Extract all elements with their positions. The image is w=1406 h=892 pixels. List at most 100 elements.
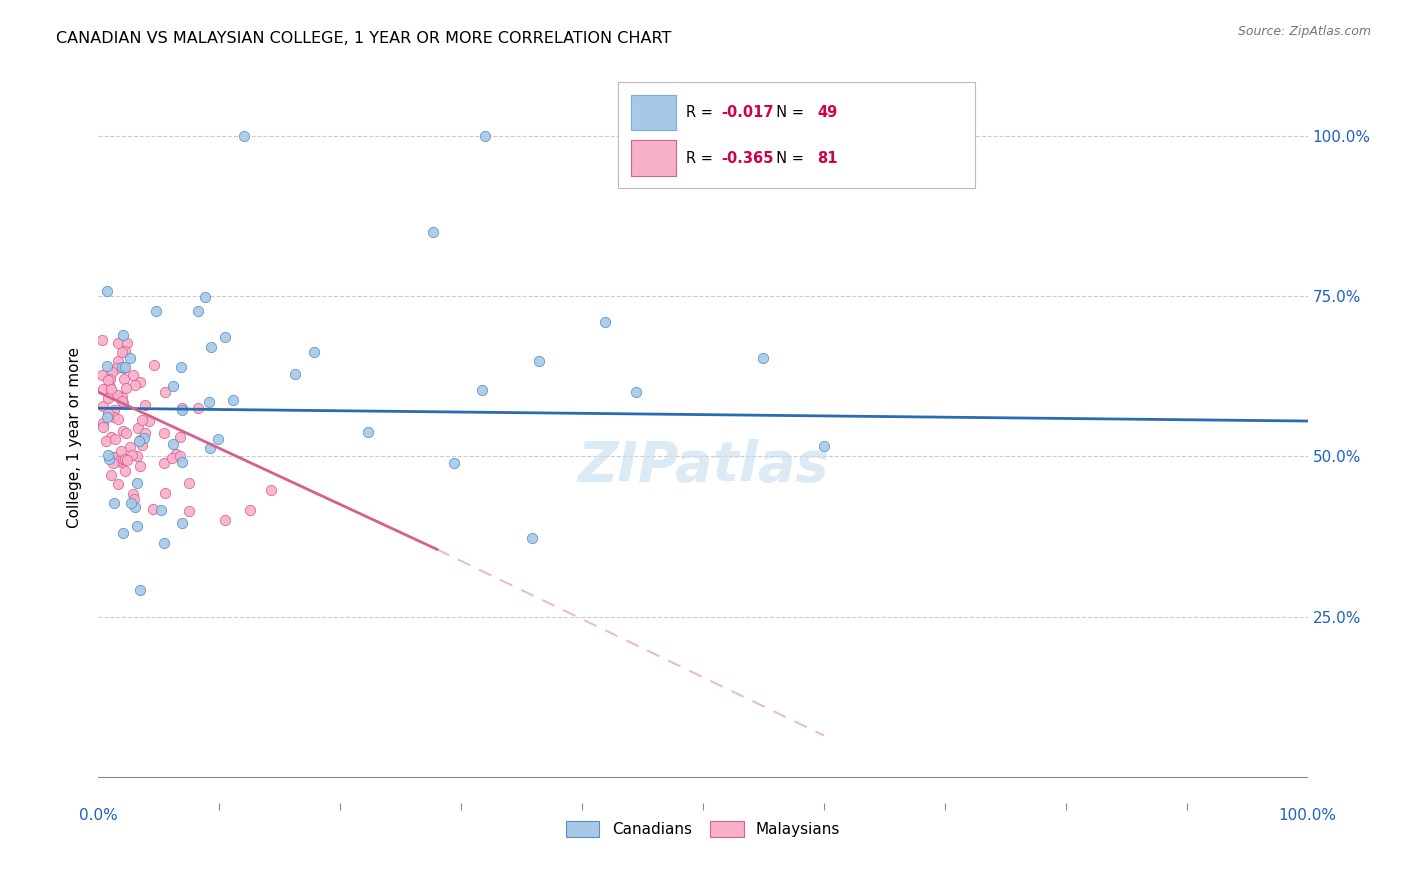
Point bbox=[422, 225, 444, 239]
Point bbox=[103, 496, 125, 510]
Point bbox=[160, 450, 183, 465]
Point bbox=[471, 384, 494, 398]
Point bbox=[129, 433, 152, 447]
Text: 49: 49 bbox=[817, 105, 838, 120]
Point bbox=[153, 486, 176, 500]
Point bbox=[101, 456, 124, 470]
Point bbox=[122, 491, 145, 506]
Point bbox=[91, 399, 114, 413]
Point bbox=[145, 304, 167, 318]
Point bbox=[124, 378, 146, 392]
Point bbox=[170, 454, 193, 468]
Point bbox=[122, 487, 145, 501]
Point bbox=[260, 483, 283, 498]
Point bbox=[96, 284, 118, 298]
Point bbox=[283, 368, 305, 382]
Point bbox=[111, 360, 134, 375]
Point bbox=[110, 394, 132, 409]
Point bbox=[110, 455, 132, 469]
Point bbox=[107, 412, 129, 426]
Point bbox=[100, 468, 122, 483]
Point bbox=[97, 448, 120, 462]
Point bbox=[103, 450, 125, 465]
Point bbox=[142, 502, 165, 516]
Point bbox=[165, 447, 187, 461]
Point bbox=[122, 368, 145, 383]
Point bbox=[232, 128, 254, 143]
Point bbox=[153, 536, 176, 550]
Point bbox=[124, 500, 146, 515]
Point bbox=[100, 365, 122, 379]
Point bbox=[97, 391, 120, 405]
Text: N =: N = bbox=[768, 105, 808, 120]
Text: -0.365: -0.365 bbox=[721, 151, 773, 166]
Point bbox=[153, 426, 176, 441]
Point bbox=[626, 384, 648, 399]
Point bbox=[105, 360, 128, 375]
Point bbox=[134, 431, 156, 445]
Point bbox=[105, 388, 128, 402]
Point bbox=[162, 437, 184, 451]
Bar bbox=[631, 95, 676, 130]
Point bbox=[111, 451, 134, 466]
FancyBboxPatch shape bbox=[619, 82, 976, 188]
Point bbox=[752, 351, 775, 366]
Y-axis label: College, 1 year or more: College, 1 year or more bbox=[67, 347, 83, 527]
Point bbox=[153, 385, 176, 400]
Point bbox=[200, 340, 222, 354]
Point bbox=[110, 444, 132, 458]
Point bbox=[150, 503, 173, 517]
Point bbox=[214, 330, 236, 344]
Point bbox=[207, 432, 229, 446]
Point bbox=[813, 439, 835, 453]
Point bbox=[108, 453, 131, 467]
Point bbox=[128, 434, 150, 448]
Point bbox=[96, 410, 118, 425]
Point bbox=[129, 583, 152, 598]
Point bbox=[97, 451, 120, 466]
Point bbox=[90, 368, 112, 382]
Point bbox=[187, 401, 209, 415]
Point bbox=[128, 376, 150, 390]
Point bbox=[111, 345, 134, 359]
Point bbox=[138, 414, 160, 428]
Point bbox=[356, 425, 378, 439]
Point bbox=[103, 402, 125, 417]
Point bbox=[114, 381, 136, 395]
Point bbox=[304, 344, 326, 359]
Point bbox=[222, 392, 245, 407]
Point bbox=[169, 449, 191, 463]
Text: ZIPatlas: ZIPatlas bbox=[578, 440, 828, 493]
Point bbox=[96, 359, 118, 373]
Point bbox=[194, 290, 217, 304]
Text: N =: N = bbox=[768, 151, 808, 166]
Point bbox=[179, 503, 201, 517]
Point bbox=[94, 434, 117, 448]
Text: -0.017: -0.017 bbox=[721, 105, 773, 120]
Point bbox=[93, 416, 115, 430]
Point bbox=[120, 496, 142, 510]
Point bbox=[100, 430, 122, 444]
Point bbox=[520, 532, 543, 546]
Point bbox=[172, 401, 194, 415]
Point bbox=[97, 373, 120, 387]
Point bbox=[170, 360, 193, 375]
Point bbox=[152, 456, 174, 470]
Point bbox=[103, 450, 125, 464]
Point bbox=[108, 389, 131, 403]
Point bbox=[91, 419, 114, 434]
Point bbox=[107, 354, 129, 368]
Point bbox=[114, 464, 136, 478]
Text: 81: 81 bbox=[817, 151, 838, 166]
Point bbox=[198, 441, 221, 455]
Point bbox=[117, 452, 139, 467]
Point bbox=[118, 351, 141, 366]
Point bbox=[131, 413, 153, 427]
Point bbox=[107, 477, 129, 491]
Point bbox=[112, 372, 135, 386]
Point bbox=[112, 361, 135, 376]
Point bbox=[111, 526, 134, 541]
Text: Source: ZipAtlas.com: Source: ZipAtlas.com bbox=[1237, 25, 1371, 38]
Point bbox=[112, 327, 135, 342]
Point bbox=[125, 450, 148, 464]
